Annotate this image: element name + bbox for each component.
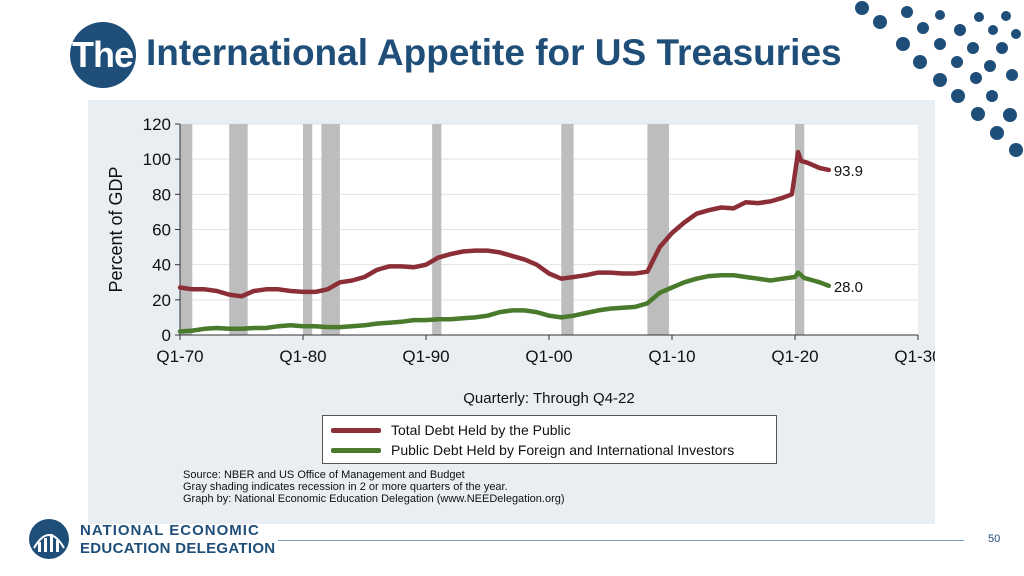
y-tick-label: 20 bbox=[152, 291, 171, 310]
recession-band bbox=[229, 124, 248, 335]
x-tick-label: Q1-20 bbox=[771, 347, 818, 366]
slide-title: International Appetite for US Treasuries bbox=[146, 32, 842, 73]
series-end-label-1: 28.0 bbox=[834, 279, 863, 296]
legend-item-foreign-debt: Public Debt Held by Foreign and Internat… bbox=[331, 440, 734, 460]
legend-item-total-debt: Total Debt Held by the Public bbox=[331, 420, 571, 440]
shading-note: Gray shading indicates recession in 2 or… bbox=[183, 481, 508, 493]
recession-band bbox=[561, 124, 574, 335]
legend-label-total-debt: Total Debt Held by the Public bbox=[391, 422, 571, 438]
footer-org-line1: NATIONAL ECONOMIC bbox=[80, 522, 260, 539]
decorative-dot-pattern bbox=[855, 1, 1023, 157]
footer-divider bbox=[278, 540, 964, 541]
x-tick-label: Q1-90 bbox=[402, 347, 449, 366]
page-number: 50 bbox=[988, 533, 1001, 545]
x-axis-title: Quarterly: Through Q4-22 bbox=[463, 390, 634, 407]
y-tick-label: 40 bbox=[152, 256, 171, 275]
recession-band bbox=[647, 124, 669, 335]
series-end-label-0: 93.9 bbox=[834, 163, 863, 180]
y-tick-label: 80 bbox=[152, 185, 171, 204]
x-tick-label: Q1-10 bbox=[648, 347, 695, 366]
recession-band bbox=[795, 124, 805, 335]
recession-band bbox=[432, 124, 442, 335]
x-tick-label: Q1-30 bbox=[894, 347, 935, 366]
source-note: Source: NBER and US Office of Management… bbox=[183, 469, 465, 481]
x-tick-label: Q1-70 bbox=[156, 347, 203, 366]
x-tick-label: Q1-80 bbox=[279, 347, 326, 366]
title-badge-circle bbox=[70, 22, 136, 88]
y-tick-label: 60 bbox=[152, 221, 171, 240]
y-tick-label: 100 bbox=[143, 150, 171, 169]
title-prefix: The bbox=[72, 34, 134, 75]
chart-legend: Total Debt Held by the Public Public Deb… bbox=[322, 415, 777, 464]
y-tick-label: 0 bbox=[162, 326, 171, 345]
recession-band bbox=[321, 124, 340, 335]
legend-swatch-total-debt bbox=[331, 427, 381, 433]
x-tick-label: Q1-00 bbox=[525, 347, 572, 366]
legend-label-foreign-debt: Public Debt Held by Foreign and Internat… bbox=[391, 442, 735, 458]
chart-notes: Source: NBER and US Office of Management… bbox=[183, 469, 565, 505]
need-logo-icon bbox=[29, 519, 69, 559]
footer-org-line2: EDUCATION DELEGATION bbox=[80, 540, 276, 557]
y-tick-label: 120 bbox=[143, 115, 171, 134]
recession-band bbox=[180, 124, 193, 335]
decorative-dots bbox=[855, 1, 1023, 157]
series-line-1 bbox=[177, 270, 832, 334]
legend-swatch-foreign-debt bbox=[331, 447, 381, 453]
series-line-0 bbox=[177, 149, 832, 299]
recession-band bbox=[303, 124, 313, 335]
graph-credit-note: Graph by: National Economic Education De… bbox=[183, 493, 565, 505]
y-axis-title: Percent of GDP bbox=[106, 166, 126, 292]
debt-chart: 0 20 40 60 80 100 120 Q1-70 Q1-80 Q1-90 Q1-00 Q1-10… bbox=[106, 115, 935, 407]
